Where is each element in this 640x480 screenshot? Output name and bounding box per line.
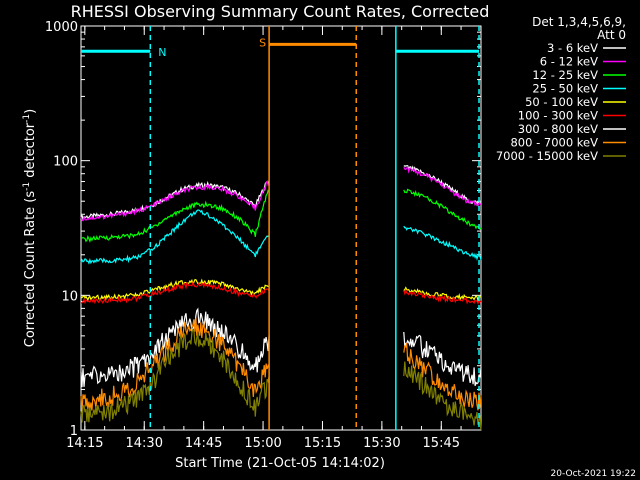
legend-entry-label: 6 - 12 keV <box>540 55 598 69</box>
series-line <box>403 286 481 303</box>
legend-entry-label: 3 - 6 keV <box>547 41 598 55</box>
y-tick-label: 1 <box>70 424 78 439</box>
plot-frame <box>80 25 482 431</box>
series-line <box>81 189 270 243</box>
y-tick-label: 1000 <box>45 20 78 35</box>
x-tick-label: 15:00 <box>244 436 281 451</box>
series-line <box>80 281 270 305</box>
x-tick-label: 14:30 <box>126 436 163 451</box>
y-axis-label-mid: detector <box>23 122 38 182</box>
x-tick-label: 15:30 <box>363 436 400 451</box>
y-axis-label-sup2: -1 <box>22 114 32 123</box>
series-line <box>80 209 270 265</box>
y-axis-label-end: ) <box>23 109 38 114</box>
legend-entry-label: 50 - 100 keV <box>525 95 598 109</box>
legend-header-2: Att 0 <box>597 28 626 42</box>
series-line <box>80 179 270 222</box>
legend-entry-label: 100 - 300 keV <box>518 109 598 123</box>
series-line <box>403 225 482 261</box>
legend-entry-label: 300 - 800 keV <box>518 122 598 136</box>
y-tick-label: 10 <box>61 289 78 304</box>
legend-header-1: Det 1,3,4,5,6,9, <box>532 15 626 29</box>
flag-label: S <box>259 36 266 49</box>
x-tick-label: 14:45 <box>185 436 222 451</box>
series-line <box>403 166 482 208</box>
series-line <box>80 328 270 423</box>
plot-area: 1 10 100 1000 14:15 14:30 14:45 15:00 15:15 15:30… <box>45 20 482 451</box>
x-tick-label: 14:15 <box>66 436 103 451</box>
chart-title: RHESSI Observing Summary Count Rates, Co… <box>71 2 490 21</box>
series-line <box>403 288 482 305</box>
y-tick-label: 100 <box>53 155 78 170</box>
series-line <box>403 331 482 387</box>
series-line <box>80 317 270 413</box>
legend-entry-label: 7000 - 15000 keV <box>496 149 598 163</box>
series-line <box>80 307 270 388</box>
legend-entry-label: 800 - 7000 keV <box>510 136 598 150</box>
y-axis-label-main: Corrected Count Rate (s <box>23 191 38 348</box>
footer-date: 20-Oct-2021 19:22 <box>551 469 636 479</box>
y-axis-label: Corrected Count Rate (s-1 detector-1) <box>22 109 38 347</box>
x-tick-label: 15:45 <box>423 436 460 451</box>
series-line <box>403 343 482 411</box>
legend-entry-label: 25 - 50 keV <box>532 82 598 96</box>
x-tick-label: 15:15 <box>304 436 341 451</box>
flag-label: N <box>158 46 166 59</box>
series-line <box>403 188 482 230</box>
series-line <box>80 278 270 302</box>
series-line <box>403 361 482 431</box>
x-axis-label: Start Time (21-Oct-05 14:14:02) <box>175 456 385 471</box>
svg-text:Corrected Count Rate (s-1 dete: Corrected Count Rate (s-1 detector-1) <box>22 109 38 347</box>
legend-entry-label: 12 - 25 keV <box>532 68 598 82</box>
y-axis-label-sup1: -1 <box>22 182 32 191</box>
